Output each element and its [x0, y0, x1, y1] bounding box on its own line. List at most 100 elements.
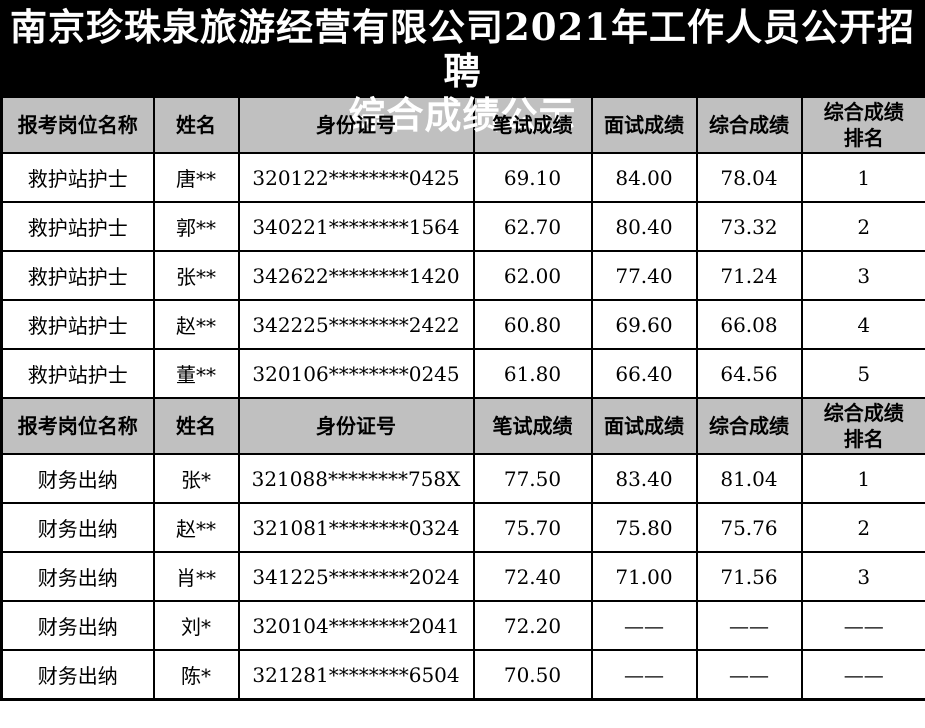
table-cell: 财务出纳 — [0, 649, 155, 701]
table-cell: 张* — [152, 453, 240, 504]
table-row: 救护站护士 董** 320106********0245 61.80 66.40 64.5… — [0, 348, 925, 399]
table-cell: —— — [800, 600, 925, 651]
table-cell: 69.10 — [472, 152, 593, 203]
column-header: 笔试成绩 — [472, 95, 593, 154]
table-cell: 71.00 — [590, 551, 698, 602]
table-cell: 78.04 — [695, 152, 803, 203]
table-cell: —— — [695, 600, 803, 651]
table-cell: 救护站护士 — [0, 201, 155, 252]
table-cell: 2 — [800, 502, 925, 553]
table-cell: 71.56 — [695, 551, 803, 602]
table-cell: 64.56 — [695, 348, 803, 399]
column-header: 姓名 — [152, 95, 240, 154]
table-cell: 72.20 — [472, 600, 593, 651]
table-cell: 73.32 — [695, 201, 803, 252]
column-header-label: 综合成绩排名 — [823, 401, 904, 451]
column-header: 身份证号 — [237, 95, 475, 154]
table-row: 救护站护士 郭** 340221********1564 62.70 80.40 73.3… — [0, 201, 925, 252]
table-cell: 321081********0324 — [237, 502, 475, 553]
table-cell: —— — [590, 649, 698, 701]
table-cell: 70.50 — [472, 649, 593, 701]
column-header: 综合成绩 — [695, 95, 803, 154]
table-cell: 84.00 — [590, 152, 698, 203]
table-cell: 财务出纳 — [0, 551, 155, 602]
table-row: 救护站护士 唐** 320122********0425 69.10 84.00 78.0… — [0, 152, 925, 203]
table-cell: 赵** — [152, 502, 240, 553]
table-cell: 60.80 — [472, 299, 593, 350]
table-cell: 66.08 — [695, 299, 803, 350]
score-table: 报考岗位名称 姓名 身份证号 笔试成绩 面试成绩 综合成绩 综合成绩排名 救护站护士 唐** 32… — [0, 95, 925, 701]
table-row: 财务出纳 陈* 321281********6504 70.50 —— —— —— — [0, 649, 925, 701]
table-cell: 郭** — [152, 201, 240, 252]
column-header-label: 综合成绩排名 — [823, 100, 904, 150]
table-cell: 财务出纳 — [0, 502, 155, 553]
table-cell: —— — [800, 649, 925, 701]
table-cell: 3 — [800, 551, 925, 602]
table-cell: 80.40 — [590, 201, 698, 252]
column-header: 身份证号 — [237, 397, 475, 455]
table-cell: 66.40 — [590, 348, 698, 399]
table-cell: 342225********2422 — [237, 299, 475, 350]
table-cell: 62.70 — [472, 201, 593, 252]
table-cell: 3 — [800, 250, 925, 301]
table-row: 财务出纳 张* 321088********758X 77.50 83.40 81.04 1 — [0, 453, 925, 504]
table-cell: 341225********2024 — [237, 551, 475, 602]
table-cell: 75.70 — [472, 502, 593, 553]
column-header: 面试成绩 — [590, 397, 698, 455]
table-cell: 320122********0425 — [237, 152, 475, 203]
column-header: 报考岗位名称 — [0, 95, 155, 154]
table-cell: 83.40 — [590, 453, 698, 504]
table-cell: 4 — [800, 299, 925, 350]
table-header-row: 报考岗位名称 姓名 身份证号 笔试成绩 面试成绩 综合成绩 综合成绩排名 — [0, 397, 925, 455]
table-row: 财务出纳 肖** 341225********2024 72.40 71.00 71.56… — [0, 551, 925, 602]
table-cell: 救护站护士 — [0, 348, 155, 399]
table-cell: 陈* — [152, 649, 240, 701]
table-cell: 320106********0245 — [237, 348, 475, 399]
column-header: 综合成绩 — [695, 397, 803, 455]
table-cell: 唐** — [152, 152, 240, 203]
table-cell: 2 — [800, 201, 925, 252]
table-cell: 75.80 — [590, 502, 698, 553]
table-cell: 刘* — [152, 600, 240, 651]
table-cell: 321088********758X — [237, 453, 475, 504]
table-row: 救护站护士 张** 342622********1420 62.00 77.40 71.2… — [0, 250, 925, 301]
table-cell: 1 — [800, 453, 925, 504]
table-row: 救护站护士 赵** 342225********2422 60.80 69.60 66.0… — [0, 299, 925, 350]
column-header: 综合成绩排名 — [800, 95, 925, 154]
table-cell: 320104********2041 — [237, 600, 475, 651]
table-cell: 赵** — [152, 299, 240, 350]
table-cell: 财务出纳 — [0, 600, 155, 651]
table-cell: 321281********6504 — [237, 649, 475, 701]
table-cell: 77.40 — [590, 250, 698, 301]
table-cell: 71.24 — [695, 250, 803, 301]
table-cell: 救护站护士 — [0, 250, 155, 301]
table-cell: 69.60 — [590, 299, 698, 350]
table-cell: 董** — [152, 348, 240, 399]
table-cell: 75.76 — [695, 502, 803, 553]
column-header: 姓名 — [152, 397, 240, 455]
table-row: 财务出纳 刘* 320104********2041 72.20 —— —— —— — [0, 600, 925, 651]
table-cell: 救护站护士 — [0, 152, 155, 203]
page-title: 南京珍珠泉旅游经营有限公司2021年工作人员公开招聘 综合成绩公示 — [0, 0, 925, 137]
table-cell: 340221********1564 — [237, 201, 475, 252]
table-cell: 61.80 — [472, 348, 593, 399]
table-cell: 81.04 — [695, 453, 803, 504]
column-header: 笔试成绩 — [472, 397, 593, 455]
page-title-line1: 南京珍珠泉旅游经营有限公司2021年工作人员公开招聘 — [10, 5, 915, 93]
table-cell: 1 — [800, 152, 925, 203]
column-header: 报考岗位名称 — [0, 397, 155, 455]
table-cell: —— — [590, 600, 698, 651]
table-cell: 72.40 — [472, 551, 593, 602]
table-row: 财务出纳 赵** 321081********0324 75.70 75.80 75.76… — [0, 502, 925, 553]
column-header: 综合成绩排名 — [800, 397, 925, 455]
column-header: 面试成绩 — [590, 95, 698, 154]
table-header-row: 报考岗位名称 姓名 身份证号 笔试成绩 面试成绩 综合成绩 综合成绩排名 — [0, 95, 925, 154]
table-cell: 肖** — [152, 551, 240, 602]
table-cell: 62.00 — [472, 250, 593, 301]
table-cell: 财务出纳 — [0, 453, 155, 504]
table-cell: —— — [695, 649, 803, 701]
table-cell: 5 — [800, 348, 925, 399]
table-cell: 张** — [152, 250, 240, 301]
table-cell: 救护站护士 — [0, 299, 155, 350]
